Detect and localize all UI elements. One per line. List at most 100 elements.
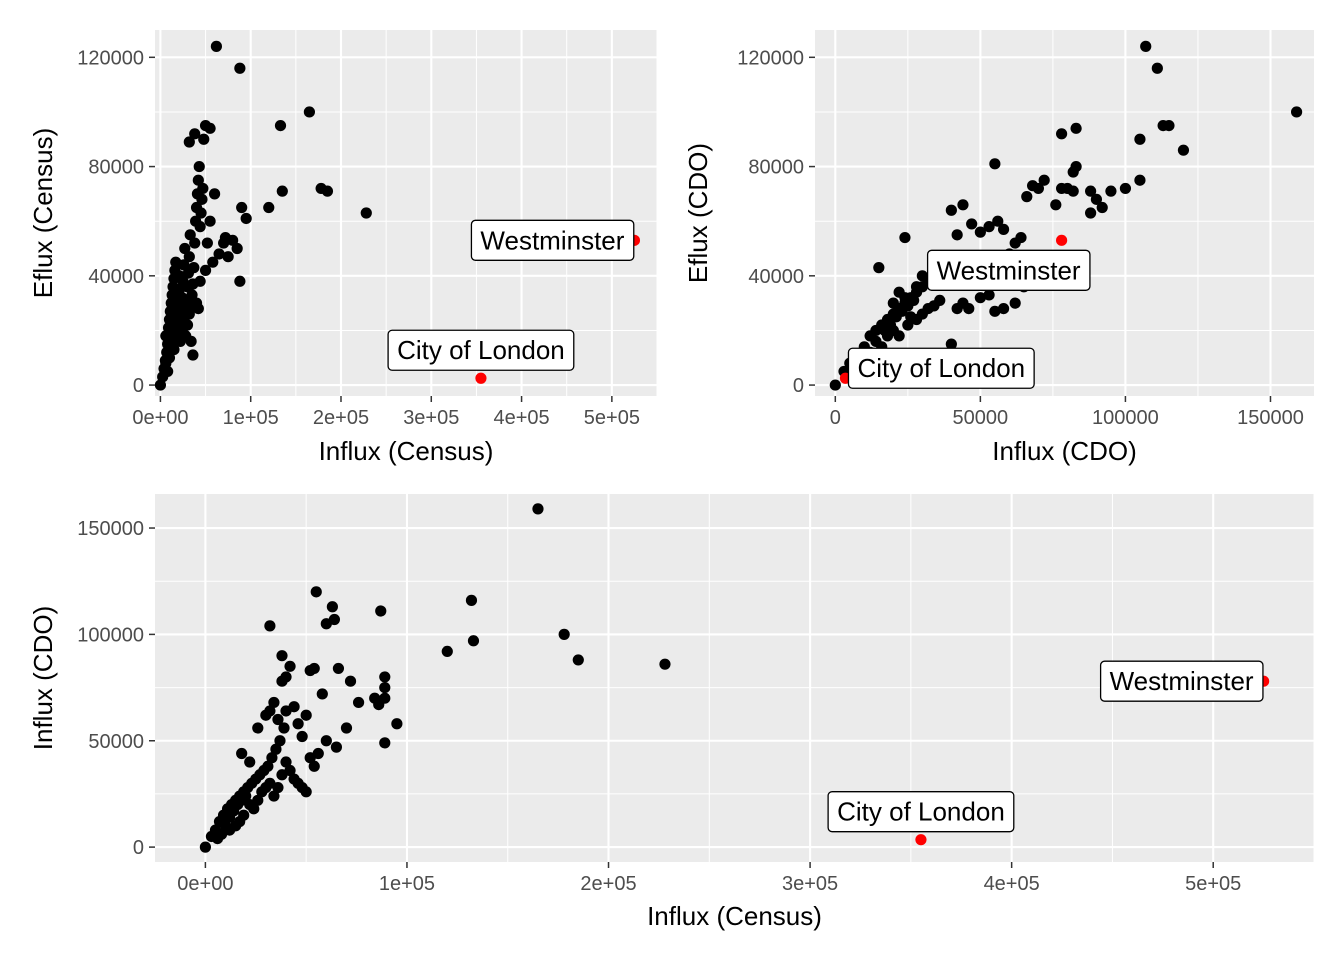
data-point (183, 308, 195, 320)
data-point (344, 675, 357, 687)
annotation-label: City of London (387, 329, 575, 371)
annotation-text: Westminster (937, 255, 1081, 285)
data-points (155, 40, 372, 391)
data-point (173, 270, 185, 282)
data-point (312, 747, 324, 760)
data-point (179, 242, 191, 255)
data-point (1163, 119, 1175, 132)
data-point (992, 215, 1004, 227)
data-point (1140, 40, 1152, 52)
data-point (185, 335, 197, 347)
data-point (284, 764, 296, 777)
data-point (274, 735, 286, 747)
x-tick-label: 5e+05 (1185, 873, 1241, 895)
data-point (316, 688, 328, 700)
data-point (951, 229, 963, 241)
data-point (558, 628, 570, 640)
annotation-label: City of London (827, 791, 1015, 833)
y-tick-label: 100000 (77, 624, 144, 646)
data-point (264, 705, 276, 717)
data-point (379, 692, 391, 704)
data-point (997, 223, 1010, 235)
data-point (264, 620, 276, 632)
y-tick-label: 120000 (77, 47, 144, 69)
data-point (270, 743, 282, 755)
y-axis-title: Influx (CDO) (28, 606, 58, 750)
data-point (945, 338, 957, 350)
data-point (379, 671, 391, 683)
data-point (893, 330, 905, 342)
data-point (375, 605, 387, 617)
y-tick-label: 40000 (88, 266, 144, 288)
data-point (340, 722, 353, 734)
data-point (1134, 133, 1146, 145)
x-tick-label: 0e+00 (177, 873, 233, 895)
data-point (193, 160, 205, 173)
data-point (252, 794, 264, 806)
data-point (899, 231, 911, 244)
data-point (320, 735, 332, 747)
data-point (181, 319, 194, 331)
x-tick-label: 1e+05 (379, 873, 435, 895)
data-point (276, 650, 288, 662)
data-point (465, 594, 478, 606)
data-point (379, 737, 391, 749)
data-point (198, 133, 210, 145)
y-tick-label: 80000 (748, 157, 804, 179)
data-point (204, 215, 216, 227)
data-point (199, 119, 212, 132)
data-point (222, 251, 234, 263)
data-point (187, 349, 199, 361)
data-point (1009, 297, 1021, 309)
data-point (303, 106, 315, 118)
panel-census-eflux-vs-influx: 0e+00 1e+05 2e+05 3e+05 4e+05 5e+05 0 40000 8000… (28, 30, 657, 466)
y-tick-label: 0 (793, 375, 804, 397)
data-point (244, 756, 256, 768)
data-point (263, 201, 275, 214)
data-point (1038, 174, 1050, 186)
x-tick-label: 5e+05 (584, 407, 640, 429)
data-point (272, 713, 284, 726)
data-point (208, 188, 221, 200)
data-point (300, 786, 312, 798)
data-point (983, 289, 995, 301)
highlight-point (1055, 234, 1068, 246)
y-tick-label: 80000 (88, 157, 144, 179)
data-points (199, 503, 671, 853)
data-point (262, 760, 274, 772)
data-point (199, 841, 211, 853)
y-tick-label: 150000 (77, 518, 144, 540)
data-point (166, 316, 178, 328)
data-point (1177, 144, 1190, 156)
data-point (1085, 185, 1097, 197)
annotation-label: Westminster (926, 249, 1091, 291)
data-point (884, 319, 897, 331)
data-point (268, 696, 280, 709)
annotation-text: Westminster (480, 225, 624, 255)
x-tick-label: 100000 (1092, 407, 1159, 429)
x-tick-label: 1e+05 (223, 407, 279, 429)
data-point (887, 297, 899, 309)
annotation-text: City of London (837, 797, 1005, 827)
data-point (1015, 231, 1027, 244)
data-point (236, 747, 248, 760)
data-point (266, 752, 278, 764)
data-point (908, 294, 920, 307)
data-point (983, 221, 995, 233)
data-point (916, 270, 928, 282)
data-point (989, 158, 1001, 170)
data-point (945, 204, 957, 216)
annotation-text: City of London (397, 335, 565, 365)
data-point (330, 741, 343, 753)
data-point (189, 128, 201, 140)
data-point (910, 281, 923, 293)
data-point (278, 722, 290, 734)
data-point (252, 722, 264, 734)
data-point (467, 635, 480, 647)
data-point (171, 289, 184, 301)
y-axis-title: Eflux (Census) (28, 128, 58, 299)
y-tick-label: 50000 (88, 731, 144, 753)
data-point (186, 289, 198, 301)
data-point (379, 681, 391, 694)
